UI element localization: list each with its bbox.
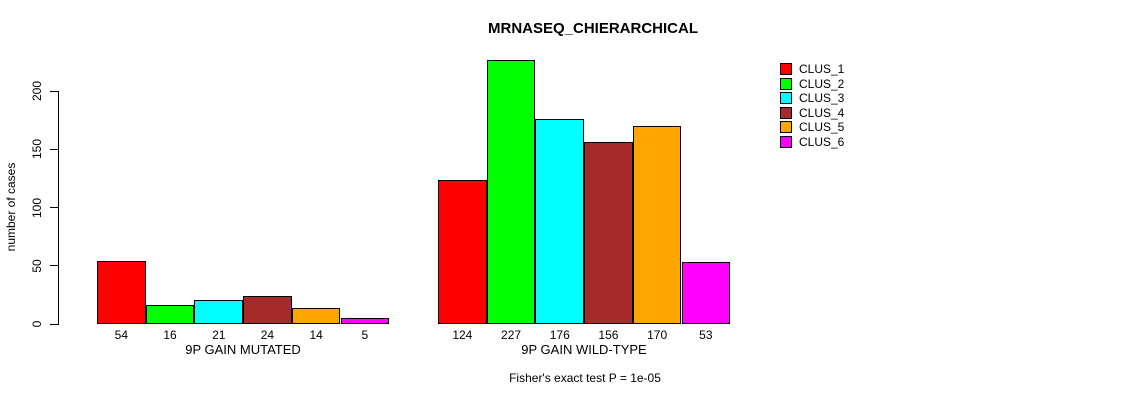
y-tick-label: 0 [30,320,44,328]
bar-clus_3-group2 [535,118,585,324]
bar-clus_2-group1 [145,305,195,324]
bar-value-label: 24 [260,328,275,342]
legend-swatch-icon [780,136,792,148]
bar-value-label: 16 [163,328,177,342]
bar-clus_2-group2 [486,59,536,324]
bar-clus_6-group1 [340,318,390,324]
y-tick-mark [50,148,58,150]
legend-swatch-icon [780,106,792,119]
bar-clus_1-group2 [438,179,487,324]
bar-clus_6-group2 [681,262,731,324]
y-tick-label: 50 [30,259,44,273]
bar-value-label: 5 [361,328,369,342]
bar-value-label: 54 [114,328,129,342]
bar-clus_5-group1 [291,307,341,324]
bar-value-label: 170 [647,328,668,342]
bar-value-label: 21 [212,328,226,342]
group-label-wildtype: 9P GAIN WILD-TYPE [521,342,647,357]
bar-clus_4-group2 [584,142,633,324]
bar-value-label: 227 [501,328,522,342]
group-label-mutated: 9P GAIN MUTATED [185,342,301,357]
bar-value-label: 14 [309,328,323,342]
bar-value-label: 156 [598,328,619,342]
legend-label: CLUS_1 [799,62,845,76]
legend-swatch-icon [780,77,792,90]
legend-swatch-icon [780,121,792,134]
legend-label: CLUS_3 [799,91,845,106]
bar-clus_4-group1 [243,296,292,324]
bar-clus_3-group1 [194,299,244,324]
bar-value-label: 53 [699,328,713,342]
bar-clus_5-group2 [632,125,682,324]
y-tick-mark [50,323,58,325]
legend-label: CLUS_2 [799,76,845,91]
legend-swatch-icon [780,92,792,105]
legend-label: CLUS_5 [799,120,845,135]
bar-value-label: 176 [549,328,570,342]
y-axis-label: number of cases [4,162,18,252]
y-tick-label: 100 [30,197,44,218]
bar-value-label: 124 [452,328,473,342]
chart-title: MRNASEQ_CHIERARCHICAL [487,20,699,37]
y-tick-mark [50,207,58,208]
y-tick-mark [50,265,58,267]
y-tick-label: 200 [30,80,44,102]
bar-clus_1-group1 [97,261,146,324]
legend-label: CLUS_4 [799,105,845,120]
y-tick-label: 150 [30,139,44,160]
y-tick-mark [50,90,58,92]
legend-swatch-icon [780,63,792,75]
fisher-test-caption: Fisher's exact test P = 1e-05 [509,371,661,385]
y-axis-line [58,91,59,325]
legend-label: CLUS_6 [799,135,845,149]
